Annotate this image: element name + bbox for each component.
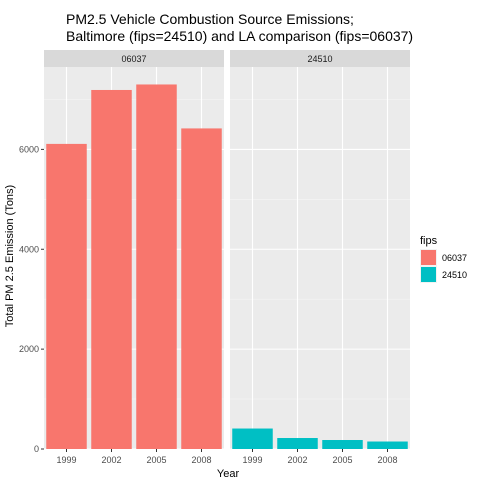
x-axis-title: Year (217, 468, 240, 480)
strip-background (44, 50, 224, 67)
chart-title-line-2: Baltimore (fips=24510) and LA comparison… (66, 28, 413, 44)
bar-06037-2005 (136, 84, 177, 450)
legend-label-24510: 24510 (442, 270, 467, 280)
y-tick-label: 6000 (19, 144, 39, 154)
legend-swatch-06037 (421, 250, 436, 265)
bar-06037-2008 (181, 128, 222, 449)
panel-24510: 24510 (230, 50, 410, 450)
legend-label-06037: 06037 (442, 253, 467, 263)
strip-label: 06037 (121, 54, 146, 64)
bar-24510-2008 (367, 441, 408, 449)
chart-title-line-1: PM2.5 Vehicle Combustion Source Emission… (66, 11, 354, 27)
x-axis: 1999 2002 2005 2008 1999 2002 2005 2008 (56, 449, 398, 465)
y-tick-label: 2000 (19, 344, 39, 354)
bar-06037-2002 (91, 89, 132, 449)
y-axis: 0 2000 4000 6000 (19, 144, 44, 454)
x-tick-label: 1999 (242, 455, 262, 465)
x-tick-label: 2008 (377, 455, 397, 465)
bar-24510-2005 (322, 440, 363, 449)
chart-panels: 06037 24510 (44, 50, 410, 450)
x-tick-label: 1999 (56, 455, 76, 465)
x-tick-label: 2005 (146, 455, 166, 465)
x-tick-label: 2005 (332, 455, 352, 465)
legend-title: fips (420, 235, 438, 247)
y-tick-label: 4000 (19, 244, 39, 254)
bar-24510-2002 (277, 438, 318, 449)
y-axis-title: Total PM 2.5 Emission (Tons) (4, 185, 16, 327)
x-tick-label: 2002 (287, 455, 307, 465)
panel-background (230, 67, 410, 449)
bar-24510-1999 (232, 428, 273, 449)
legend-swatch-24510 (421, 267, 436, 282)
panel-06037: 06037 (44, 50, 224, 450)
strip-label: 24510 (307, 54, 332, 64)
strip-background (230, 50, 410, 67)
y-tick-label: 0 (34, 444, 39, 454)
x-tick-label: 2002 (101, 455, 121, 465)
bar-06037-1999 (46, 143, 87, 449)
legend: fips 06037 24510 (420, 235, 467, 283)
x-tick-label: 2008 (191, 455, 211, 465)
